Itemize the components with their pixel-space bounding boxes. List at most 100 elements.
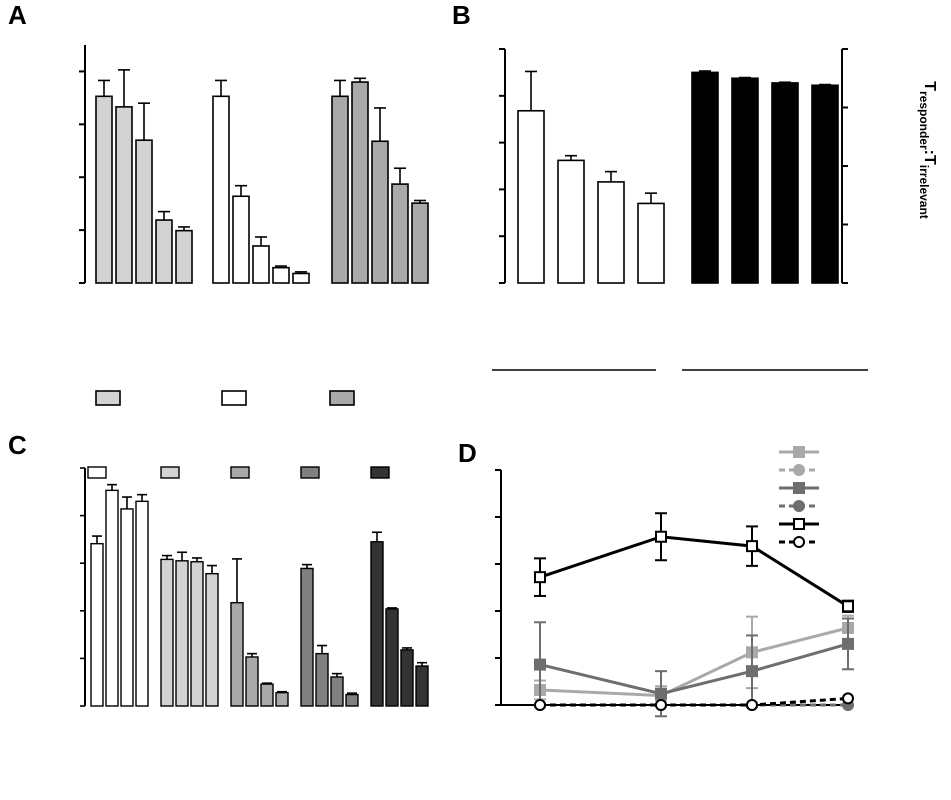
bar [771, 82, 799, 284]
data-point [534, 658, 546, 671]
series-line [534, 614, 854, 706]
bar [105, 489, 119, 707]
panel-label-b: B [452, 0, 471, 30]
legend-swatch [221, 390, 247, 406]
bar [415, 665, 429, 707]
bar [557, 159, 585, 284]
error-bar [98, 79, 110, 97]
bar [400, 649, 414, 707]
legend-item [779, 446, 819, 458]
bar [411, 202, 429, 284]
error-bar [122, 496, 132, 509]
error-bar [247, 652, 257, 657]
panel-c-chart [80, 466, 429, 707]
legend [95, 390, 355, 406]
error-bar [138, 102, 150, 141]
error-bar [402, 647, 412, 650]
legend-item [221, 390, 247, 406]
panel-b-chart: Tresponder:Tirrelevant [492, 48, 938, 371]
error-bar [334, 79, 346, 97]
data-point [534, 571, 546, 584]
bar [90, 542, 104, 707]
error-bar [255, 236, 267, 246]
bar [212, 95, 230, 284]
legend-swatch [87, 466, 107, 479]
bar [190, 561, 204, 707]
error-bar [275, 265, 287, 268]
legend-swatch [329, 390, 355, 406]
y2-label-part: :T [921, 150, 938, 165]
error-bar [699, 70, 711, 73]
bar [345, 693, 359, 707]
error-bar [779, 81, 791, 84]
line-path [539, 626, 849, 698]
error-bar [118, 69, 130, 107]
bar [115, 106, 133, 284]
legend-marker [793, 500, 805, 512]
error-bar [739, 76, 751, 79]
legend-swatch [230, 466, 250, 479]
bar [232, 195, 250, 284]
error-bar [295, 271, 307, 274]
data-point [534, 699, 546, 711]
data-point [842, 637, 854, 650]
bar [315, 652, 329, 707]
bar [252, 245, 270, 284]
bar [691, 71, 719, 284]
legend-item [300, 466, 320, 479]
legend-swatch [370, 466, 390, 479]
error-bar [387, 607, 397, 609]
panel-label-d: D [458, 438, 477, 468]
legend-item [87, 466, 107, 479]
error-bar [819, 83, 831, 86]
legend-marker [793, 536, 805, 548]
error-bar [262, 682, 272, 685]
data-point [842, 600, 854, 613]
bar [517, 109, 545, 284]
bar [175, 229, 193, 284]
legend-marker [793, 464, 805, 476]
bar [637, 202, 665, 284]
bar [260, 683, 274, 707]
error-bar [354, 77, 366, 83]
panel-label-a: A [8, 0, 27, 30]
legend-marker [793, 482, 805, 494]
error-bar [374, 107, 386, 142]
bar [95, 95, 113, 284]
data-point [655, 687, 667, 700]
error-bar [177, 551, 187, 561]
data-point [746, 540, 758, 553]
legend-marker [793, 446, 805, 458]
bar [371, 140, 389, 284]
error-bar [317, 644, 327, 654]
legend-swatch [95, 390, 121, 406]
bar [597, 181, 625, 284]
legend-item [779, 518, 819, 530]
legend-item [779, 500, 819, 512]
legend [779, 446, 819, 548]
bar [370, 541, 384, 707]
series-line [534, 617, 854, 718]
bar [160, 558, 174, 707]
data-point [746, 699, 758, 711]
legend-item [160, 466, 180, 479]
bar [135, 500, 149, 707]
error-bar [158, 210, 170, 221]
bar [175, 560, 189, 707]
bar [731, 77, 759, 284]
error-bar [372, 531, 382, 542]
error-bar [277, 690, 287, 693]
legend-item [329, 390, 355, 406]
bar [385, 608, 399, 707]
bar [351, 81, 369, 284]
y2-axis-label-formula: Tresponder:Tirrelevant [917, 81, 938, 219]
error-bar [215, 79, 227, 97]
series-line [534, 512, 854, 613]
panel-label-c: C [8, 430, 27, 460]
y2-label-part: irrelevant [917, 165, 931, 219]
error-bar [332, 672, 342, 677]
error-bar [178, 226, 190, 231]
data-point [655, 530, 667, 543]
error-bar [525, 70, 537, 111]
